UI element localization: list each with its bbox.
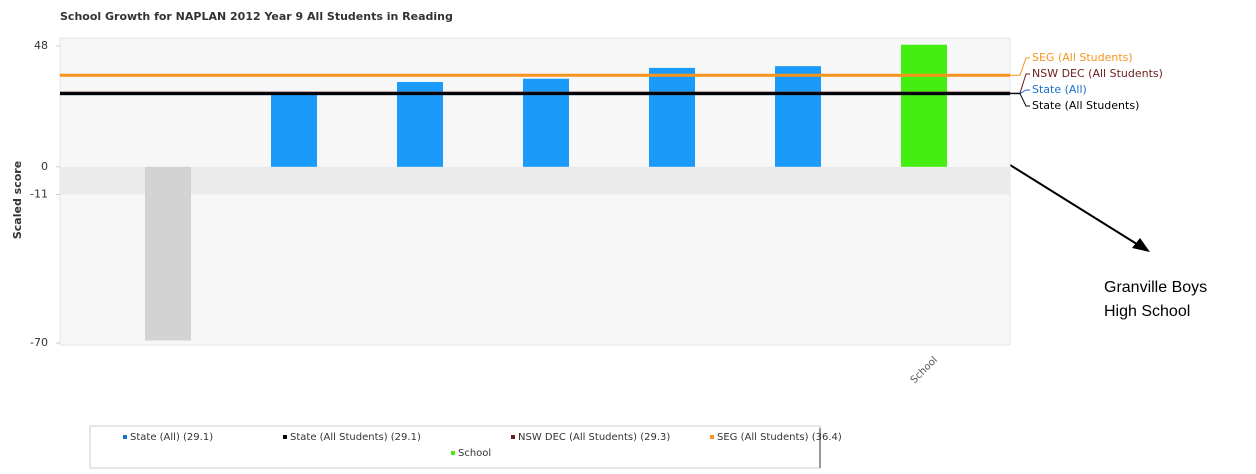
legend-box xyxy=(89,425,821,469)
reference-label: State (All) xyxy=(1032,83,1087,96)
chart-title: School Growth for NAPLAN 2012 Year 9 All… xyxy=(60,10,453,23)
bar xyxy=(649,67,695,167)
legend-swatch xyxy=(451,451,455,455)
legend-label: State (All Students) (29.1) xyxy=(290,432,421,443)
annotation: Granville Boys xyxy=(1104,279,1207,296)
bar xyxy=(145,166,191,341)
legend-label: SEG (All Students) (36.4) xyxy=(717,432,842,443)
annotation: High School xyxy=(1104,303,1190,320)
label-connector xyxy=(1010,93,1030,107)
reference-label: NSW DEC (All Students) xyxy=(1032,67,1163,80)
y-tick-label: -11 xyxy=(30,188,48,201)
y-tick-label: 48 xyxy=(34,39,48,52)
y-tick-label: 0 xyxy=(41,160,48,173)
reference-label: SEG (All Students) xyxy=(1032,51,1133,64)
bar xyxy=(901,44,947,167)
bar xyxy=(397,81,443,167)
label-connector xyxy=(1010,57,1030,76)
y-tick-label: -70 xyxy=(30,336,48,349)
bar xyxy=(271,93,317,167)
y-axis-label: Scaled score xyxy=(11,161,24,239)
arrow-head xyxy=(1132,238,1150,252)
legend-swatch xyxy=(511,435,515,439)
legend-label: NSW DEC (All Students) (29.3) xyxy=(518,432,670,443)
legend-swatch xyxy=(283,435,287,439)
legend-label: State (All) (29.1) xyxy=(130,432,213,443)
x-tick-label: School xyxy=(909,355,940,386)
label-connector xyxy=(1010,73,1030,94)
legend-label: School xyxy=(458,448,491,459)
shaded-band xyxy=(60,166,1010,195)
legend-swatch xyxy=(710,435,714,439)
legend-swatch xyxy=(123,435,127,439)
bar xyxy=(775,66,821,167)
reference-label: State (All Students) xyxy=(1032,99,1139,112)
